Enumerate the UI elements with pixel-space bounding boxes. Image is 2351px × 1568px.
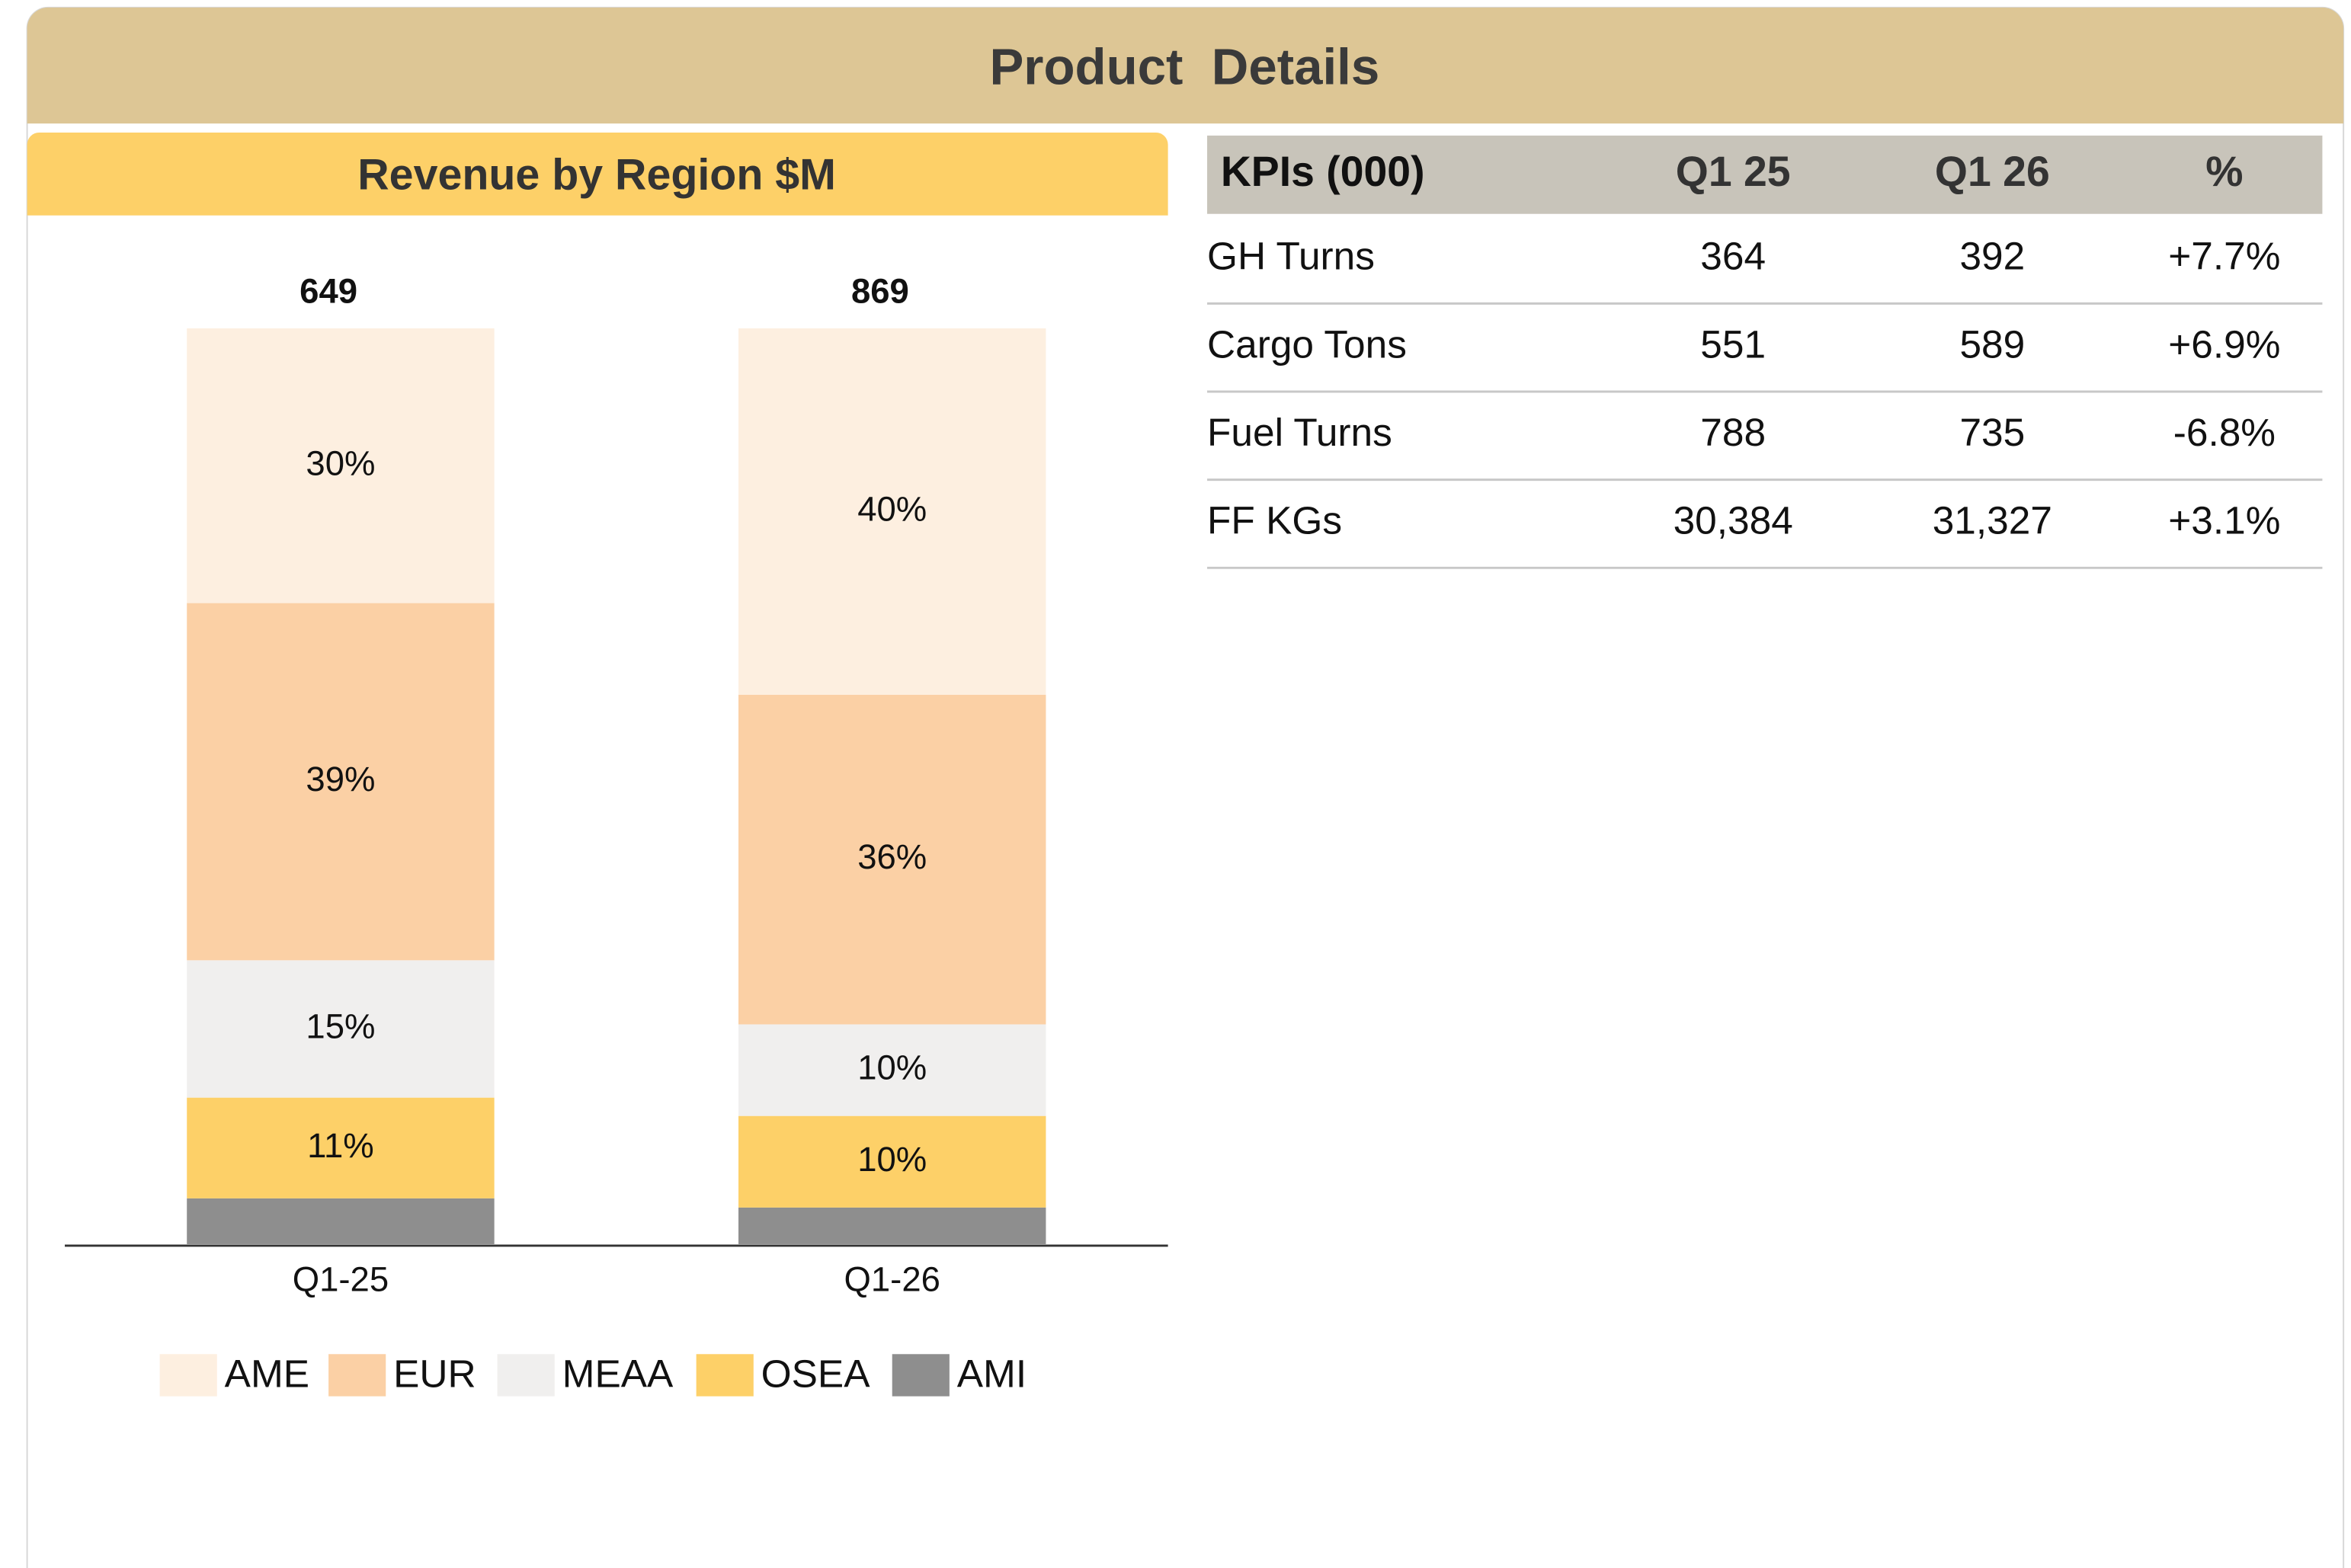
bar-segment (738, 1115, 1046, 1208)
bar-segment (187, 960, 495, 1098)
table-header-band (1207, 135, 2323, 214)
legend-label: EUR (393, 1352, 476, 1396)
bar-segment (187, 1097, 495, 1198)
table-header-cell: Q1 25 (1676, 148, 1791, 195)
table-cell: 364 (1700, 234, 1766, 278)
bar-segment (187, 328, 495, 603)
table-cell: 589 (1959, 322, 2025, 366)
total-label: 649 (299, 272, 357, 311)
chart-title: Revenue by Region $M (357, 150, 836, 199)
bar-segment (187, 603, 495, 961)
legend-swatch (892, 1354, 950, 1397)
table-header-cell: KPIs (000) (1221, 148, 1425, 195)
table-cell: +6.9% (2168, 322, 2280, 366)
legend-label: MEAA (562, 1352, 674, 1396)
table-cell: 788 (1700, 410, 1766, 454)
data-label: 11% (307, 1126, 374, 1165)
table-cell: Fuel Turns (1207, 410, 1392, 454)
table-cell: 735 (1959, 410, 2025, 454)
legend-label: AMI (957, 1352, 1027, 1396)
data-label: 10% (857, 1140, 927, 1179)
data-label: 30% (306, 443, 375, 482)
legend-swatch (159, 1354, 217, 1397)
table-cell: 31,327 (1933, 498, 2052, 542)
bar-segment (738, 694, 1046, 1025)
x-tick-label: Q1-25 (293, 1259, 389, 1298)
bar-segment (187, 1198, 495, 1244)
table-cell: GH Turns (1207, 234, 1375, 278)
header-band (27, 7, 2344, 124)
table-cell: -6.8% (2173, 410, 2276, 454)
data-label: 39% (306, 760, 375, 798)
chart-title-band (27, 132, 1168, 216)
header-title: Product Details (989, 39, 1379, 96)
table-cell: 392 (1959, 234, 2025, 278)
bar-segment (738, 1207, 1046, 1244)
bar-segment (738, 1024, 1046, 1116)
table-header-cell: % (2205, 148, 2243, 195)
legend-label: OSEA (761, 1352, 871, 1396)
x-tick-label: Q1-26 (844, 1259, 940, 1298)
table-cell: 551 (1700, 322, 1766, 366)
data-label: 40% (857, 489, 927, 528)
legend-swatch (328, 1354, 386, 1397)
legend-swatch (696, 1354, 754, 1397)
table-cell: +3.1% (2168, 498, 2280, 542)
data-label: 36% (857, 837, 927, 876)
table-cell: +7.7% (2168, 234, 2280, 278)
table-cell: Cargo Tons (1207, 322, 1407, 366)
table-cell: 30,384 (1674, 498, 1793, 542)
data-label: 15% (306, 1007, 375, 1046)
total-label: 869 (851, 272, 909, 311)
legend-swatch (497, 1354, 555, 1397)
table-cell: FF KGs (1207, 498, 1342, 542)
bar-segment (738, 328, 1046, 695)
legend-label: AME (225, 1352, 309, 1396)
table-header-cell: Q1 26 (1935, 148, 2050, 195)
data-label: 10% (857, 1048, 927, 1087)
